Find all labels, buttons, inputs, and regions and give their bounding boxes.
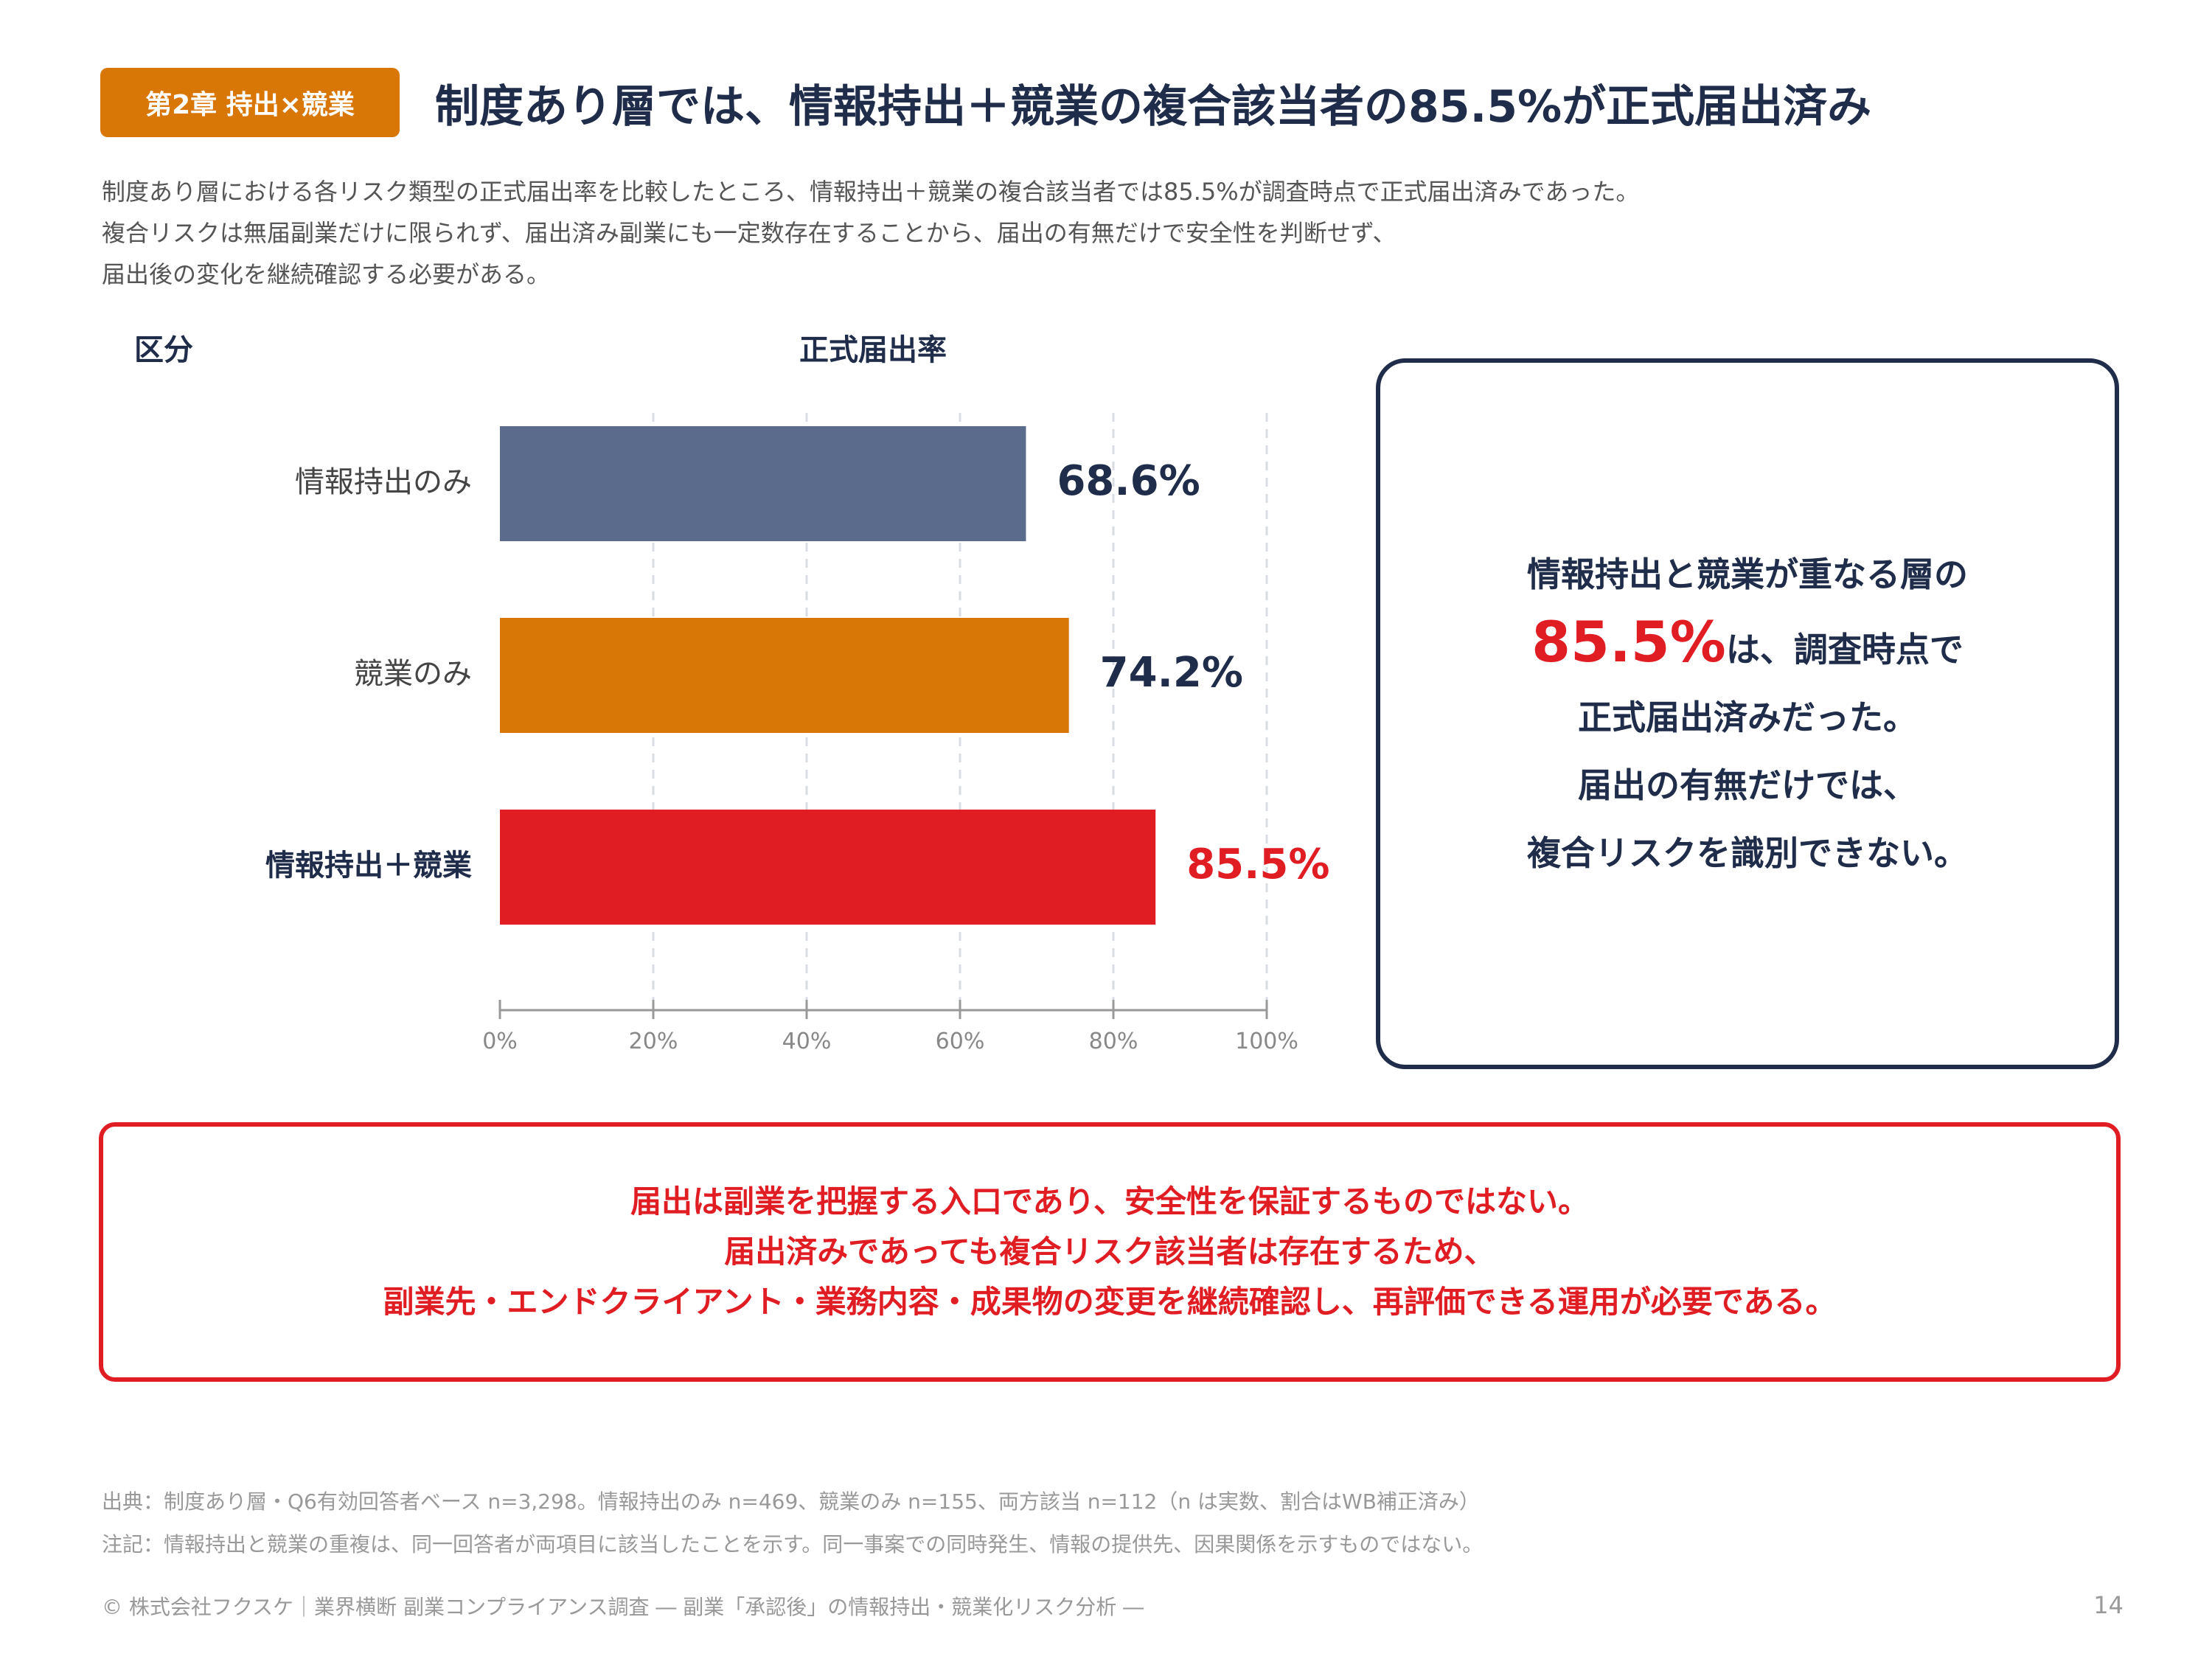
source-note: 出典：制度あり層・Q6有効回答者ベース n=3,298。情報持出のみ n=469… bbox=[102, 1489, 1480, 1514]
x-tick-label: 100% bbox=[1235, 1029, 1298, 1054]
callout-line: 届出の有無だけでは、 bbox=[1578, 765, 1917, 805]
chapter-badge: 第2章 持出×競業 bbox=[100, 68, 400, 137]
category-column-header: 区分 bbox=[134, 333, 193, 367]
callout-line: 正式届出済みだった。 bbox=[1578, 698, 1917, 737]
bar bbox=[500, 810, 1156, 925]
conclusion-line: 届出は副業を把握する入口であり、安全性を保証するものではない。 bbox=[630, 1183, 1589, 1220]
category-label: 競業のみ bbox=[354, 657, 472, 691]
value-label: 68.6% bbox=[1057, 457, 1200, 505]
rate-column-header: 正式届出率 bbox=[799, 333, 947, 367]
x-tick-label: 60% bbox=[936, 1029, 985, 1054]
conclusion-line: 副業先・エンドクライアント・業務内容・成果物の変更を継続確認し、再評価できる運用… bbox=[383, 1284, 1837, 1320]
callout-line: 複合リスクを識別できない。 bbox=[1527, 833, 1968, 873]
intro-line: 制度あり層における各リスク類型の正式届出率を比較したところ、情報持出＋競業の複合… bbox=[102, 178, 1640, 206]
page-number: 14 bbox=[2093, 1591, 2124, 1619]
callout-highlight-value: 85.5% bbox=[1531, 609, 1726, 675]
intro-text: 制度あり層における各リスク類型の正式届出率を比較したところ、情報持出＋競業の複合… bbox=[102, 171, 1639, 295]
x-tick-label: 0% bbox=[482, 1029, 518, 1054]
bar bbox=[500, 426, 1026, 541]
callout-line: 情報持出と競業が重なる層の bbox=[1527, 554, 1968, 594]
category-label: 情報持出＋競業 bbox=[265, 849, 472, 883]
conclusion-line: 届出済みであっても複合リスク該当者は存在するため、 bbox=[724, 1234, 1495, 1270]
x-tick-label: 40% bbox=[782, 1029, 832, 1054]
intro-line: 複合リスクは無届副業だけに限られず、届出済み副業にも一定数存在することから、届出… bbox=[102, 219, 1397, 247]
x-tick-label: 20% bbox=[629, 1029, 678, 1054]
annotation-note: 注記：情報持出と競業の重複は、同一回答者が両項目に該当したことを示す。同一事案で… bbox=[102, 1532, 1484, 1557]
summary-callout: 情報持出と競業が重なる層の 85.5%は、調査時点で 正式届出済みだった。 届出… bbox=[1376, 358, 2119, 1069]
bar-chart: 情報持出のみ 68.6% 競業のみ 74.2% 情報持出＋競業 85.5% 0% 20% 40%… bbox=[265, 413, 1329, 1054]
bar bbox=[500, 618, 1069, 733]
footer-copyright: © 株式会社フクスケ｜業界横断 副業コンプライアンス調査 ― 副業「承認後」の情… bbox=[102, 1595, 1144, 1619]
page-title: 制度あり層では、情報持出＋競業の複合該当者の85.5%が正式届出済み bbox=[435, 80, 1872, 133]
value-label: 85.5% bbox=[1186, 841, 1329, 888]
x-tick-label: 80% bbox=[1089, 1029, 1138, 1054]
callout-line-rest: は、調査時点で bbox=[1725, 630, 1964, 669]
value-label: 74.2% bbox=[1100, 649, 1243, 697]
intro-line: 届出後の変化を継続確認する必要がある。 bbox=[102, 260, 551, 288]
category-label: 情報持出のみ bbox=[295, 465, 472, 499]
callout-line: 85.5%は、調査時点で bbox=[1531, 608, 1964, 684]
conclusion-box: 届出は副業を把握する入口であり、安全性を保証するものではない。 届出済みであって… bbox=[99, 1122, 2121, 1382]
source-notes: 出典：制度あり層・Q6有効回答者ベース n=3,298。情報持出のみ n=469… bbox=[102, 1481, 1483, 1566]
